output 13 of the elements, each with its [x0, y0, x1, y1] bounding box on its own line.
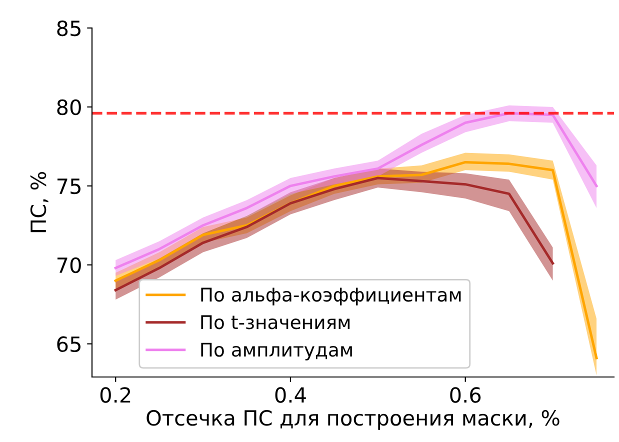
legend-label: По альфа-коэффициентам: [201, 288, 461, 306]
y-tick-label: 75: [57, 178, 80, 194]
x-tick-label: 0.2: [100, 387, 130, 403]
legend-label: По t-значениям: [201, 315, 350, 330]
y-axis-title: ПС, %: [30, 172, 48, 232]
y-tick-label: 80: [57, 99, 81, 116]
y-tick-label: 85: [57, 20, 80, 36]
x-tick-label: 0.4: [275, 387, 306, 403]
y-tick-label: 65: [57, 336, 80, 352]
x-axis-title: Отсечка ПС для построения маски, %: [146, 410, 560, 430]
legend-label: По амплитудам: [201, 342, 352, 360]
x-tick-label: 0.6: [450, 387, 481, 403]
y-tick-label: 70: [57, 257, 81, 274]
